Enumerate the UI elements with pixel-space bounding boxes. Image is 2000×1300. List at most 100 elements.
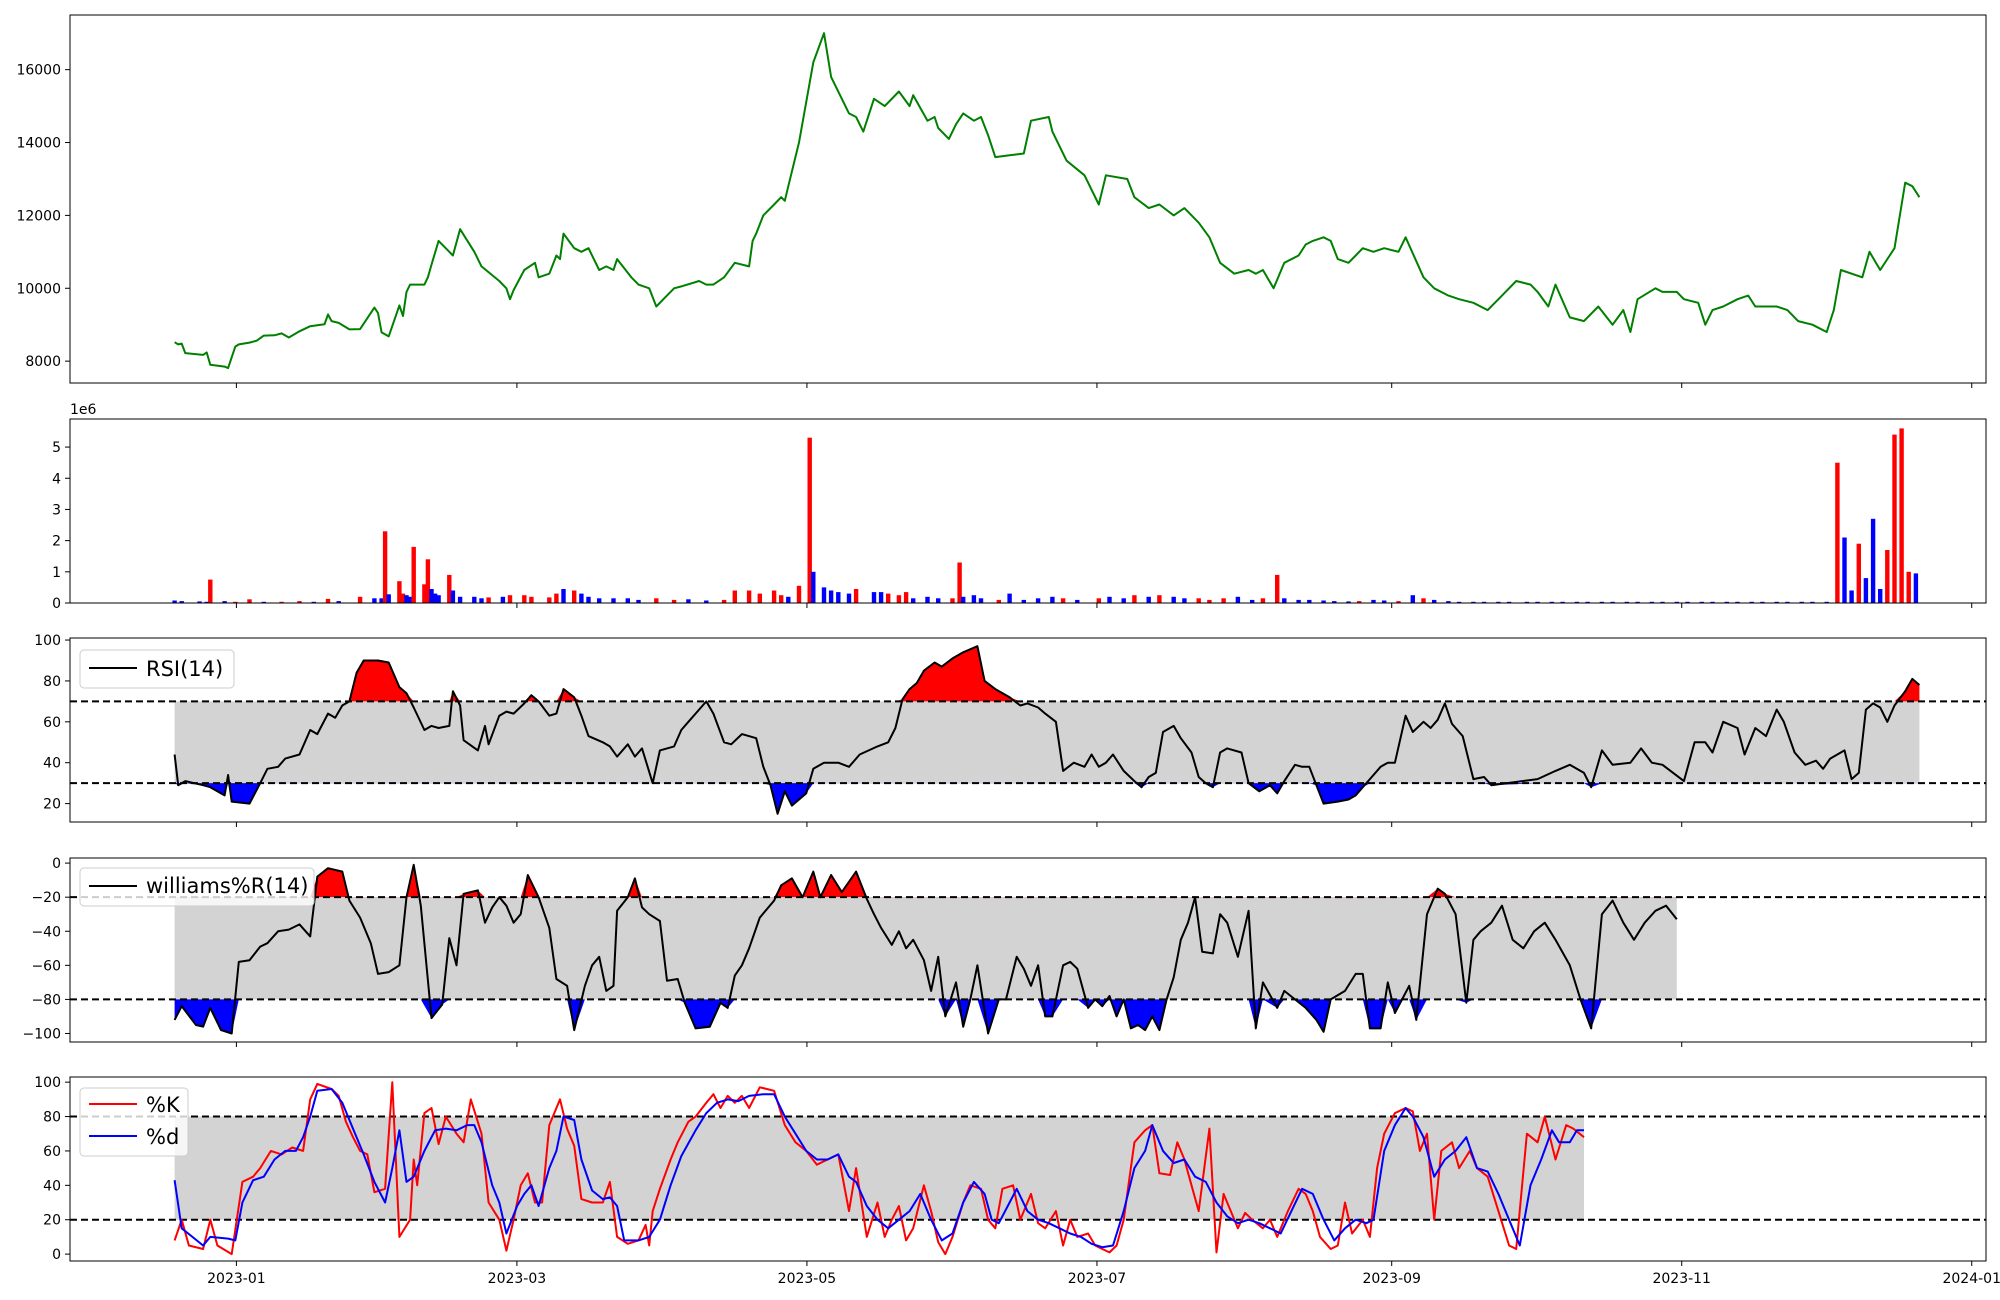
stochastic-ytick-label-3: 60: [43, 1144, 61, 1160]
rsi-ytick-label-3: 80: [43, 674, 61, 690]
volume-bar-2023-04-03: [547, 597, 552, 603]
williams-legend-box: [79, 867, 315, 907]
volume-bar-2023-05-08: [671, 599, 677, 603]
volume-bar-2023-06-21: [828, 590, 834, 603]
volume-bar-2023-10-30: [1296, 599, 1301, 603]
price-axes-frame: [69, 14, 1987, 384]
volume-bar-2024-01-12: [1560, 601, 1565, 603]
k-legend-label: %K: [146, 1093, 181, 1117]
volume-bar-2023-10-02: [1196, 598, 1201, 603]
stochastic-neutral-band: [174, 1116, 1585, 1220]
williams-oversold-fill: [174, 999, 1677, 1034]
rsi-plot-area: 20 40 60 80 100: [34, 633, 1987, 827]
volume-plot-area: 0 1 2 3 4 5: [52, 418, 1987, 612]
volume-bar-2023-04-07: [561, 589, 566, 603]
volume-bar-2023-08-29: [1075, 599, 1080, 603]
volume-bar-2022-12-21: [179, 601, 184, 603]
volume-bar-2024-04-08: [1870, 518, 1876, 603]
volume-bar-2023-04-21: [611, 598, 616, 603]
volume-bar-2023-11-20: [1371, 599, 1376, 603]
williams-neutral-band: [174, 897, 1677, 1000]
volume-bar-2023-02-15: [379, 598, 384, 603]
volume-bar-2023-06-01: [757, 593, 762, 603]
volume-bar-2024-03-29: [1835, 462, 1840, 603]
volume-bar-2023-11-27: [1396, 601, 1401, 603]
volume-bar-2023-08-18: [1035, 598, 1041, 603]
stochastic-panel: 0 20 40 60 80 100 2023-01 2023-03 2023-05 2023-07…: [34, 1075, 2000, 1287]
volume-bar-2023-06-05: [771, 590, 777, 603]
volume-bar-2023-06-15: [807, 437, 812, 603]
volume-bar-2023-05-12: [686, 599, 691, 603]
stochastic-ytick-label-5: 100: [34, 1075, 61, 1091]
volume-bar-2023-03-03: [436, 595, 441, 603]
price-plot-area: 8000 10000 12000 14000 16000: [16, 14, 1987, 388]
volume-bar-2023-12-07: [1432, 599, 1437, 603]
volume-bar-2023-01-18: [279, 601, 284, 603]
volume-bar-2023-03-07: [450, 590, 456, 603]
volume-bar-2024-01-26: [1610, 601, 1615, 603]
volume-bar-2023-01-09: [247, 599, 252, 603]
volume-bar-2023-10-13: [1235, 596, 1241, 603]
volume-bar-2023-03-02: [432, 593, 438, 603]
williams-ytick-label-3: −40: [31, 924, 61, 940]
volume-bar-2023-06-16: [811, 571, 816, 603]
volume-bar-2023-07-05: [878, 592, 884, 603]
volume-bar-2023-10-05: [1207, 599, 1212, 603]
volume-bar-2023-02-21: [400, 593, 406, 603]
volume-bar-2022-12-28: [204, 601, 209, 603]
volume-bar-2023-11-06: [1321, 600, 1326, 603]
williams-axes-frame: [69, 857, 1987, 1043]
volume-bar-2024-02-27: [1724, 601, 1729, 603]
rsi-marks: [70, 645, 1986, 815]
volume-panel: 0 1 2 3 4 5 1e6: [52, 402, 1987, 612]
volume-bar-2023-02-17: [386, 594, 391, 603]
volume-bar-2023-04-14: [586, 596, 591, 603]
price-panel: 8000 10000 12000 14000 16000: [16, 14, 1987, 388]
d-line: [173, 1088, 1584, 1249]
volume-ytick-label-1: 1: [52, 565, 61, 581]
volume-bar-2023-01-27: [311, 601, 316, 603]
price-ytick-label-2: 12000: [16, 208, 61, 224]
volume-bar-2023-06-26: [846, 593, 852, 603]
volume-bar-2022-12-19: [172, 600, 177, 603]
volume-bar-2023-07-27: [957, 562, 962, 603]
volume-bar-2023-11-23: [1382, 600, 1387, 603]
volume-bar-2023-03-06: [447, 574, 452, 603]
volume-bar-2024-02-23: [1710, 601, 1715, 603]
volume-bar-2023-01-02: [222, 601, 227, 603]
volume-bar-2023-11-09: [1332, 601, 1337, 603]
volume-bar-2023-07-07: [886, 593, 891, 603]
volume-bar-2023-12-28: [1506, 601, 1512, 603]
rsi-panel: 20 40 60 80 100 RSI(14): [34, 633, 1987, 827]
volume-bar-2023-09-21: [1157, 595, 1162, 603]
williams-legend: williams%R(14): [79, 867, 315, 907]
volume-bar-2024-01-19: [1585, 601, 1590, 603]
volume-bar-2023-10-26: [1282, 598, 1287, 603]
price-line: [174, 32, 1921, 370]
volume-bar-2024-04-06: [1863, 578, 1869, 603]
rsi-ytick-label-4: 100: [34, 633, 61, 649]
williams-marks: [70, 863, 1986, 1035]
volume-bar-2023-03-23: [507, 595, 513, 603]
volume-bar-2023-09-28: [1182, 598, 1187, 603]
volume-bar-2023-07-21: [936, 598, 941, 603]
volume-bar-2024-04-04: [1856, 543, 1861, 603]
volume-bar-2023-06-09: [786, 596, 791, 603]
volume-bar-2024-03-05: [1749, 601, 1754, 603]
volume-bar-2023-08-22: [1050, 596, 1055, 603]
price-ytick-label-1: 10000: [16, 281, 61, 297]
volume-bar-2024-01-02: [1524, 601, 1530, 603]
volume-bar-2023-02-09: [357, 596, 363, 603]
williams-overbought-fill: [174, 864, 1677, 898]
volume-bar-2024-02-13: [1674, 601, 1679, 603]
x-tick-label-1: 2023-03: [488, 1271, 547, 1287]
rsi-neutral-band: [174, 701, 1920, 784]
stochastic-legend: %K %d: [79, 1087, 189, 1157]
williams-ytick-label-4: −20: [31, 890, 61, 906]
price-marks: [174, 32, 1921, 370]
volume-bar-2023-12-18: [1471, 601, 1476, 603]
volume-bar-2023-10-20: [1260, 598, 1266, 603]
volume-bar-2023-02-16: [382, 531, 388, 603]
x-tick-label-4: 2023-09: [1362, 1271, 1421, 1287]
